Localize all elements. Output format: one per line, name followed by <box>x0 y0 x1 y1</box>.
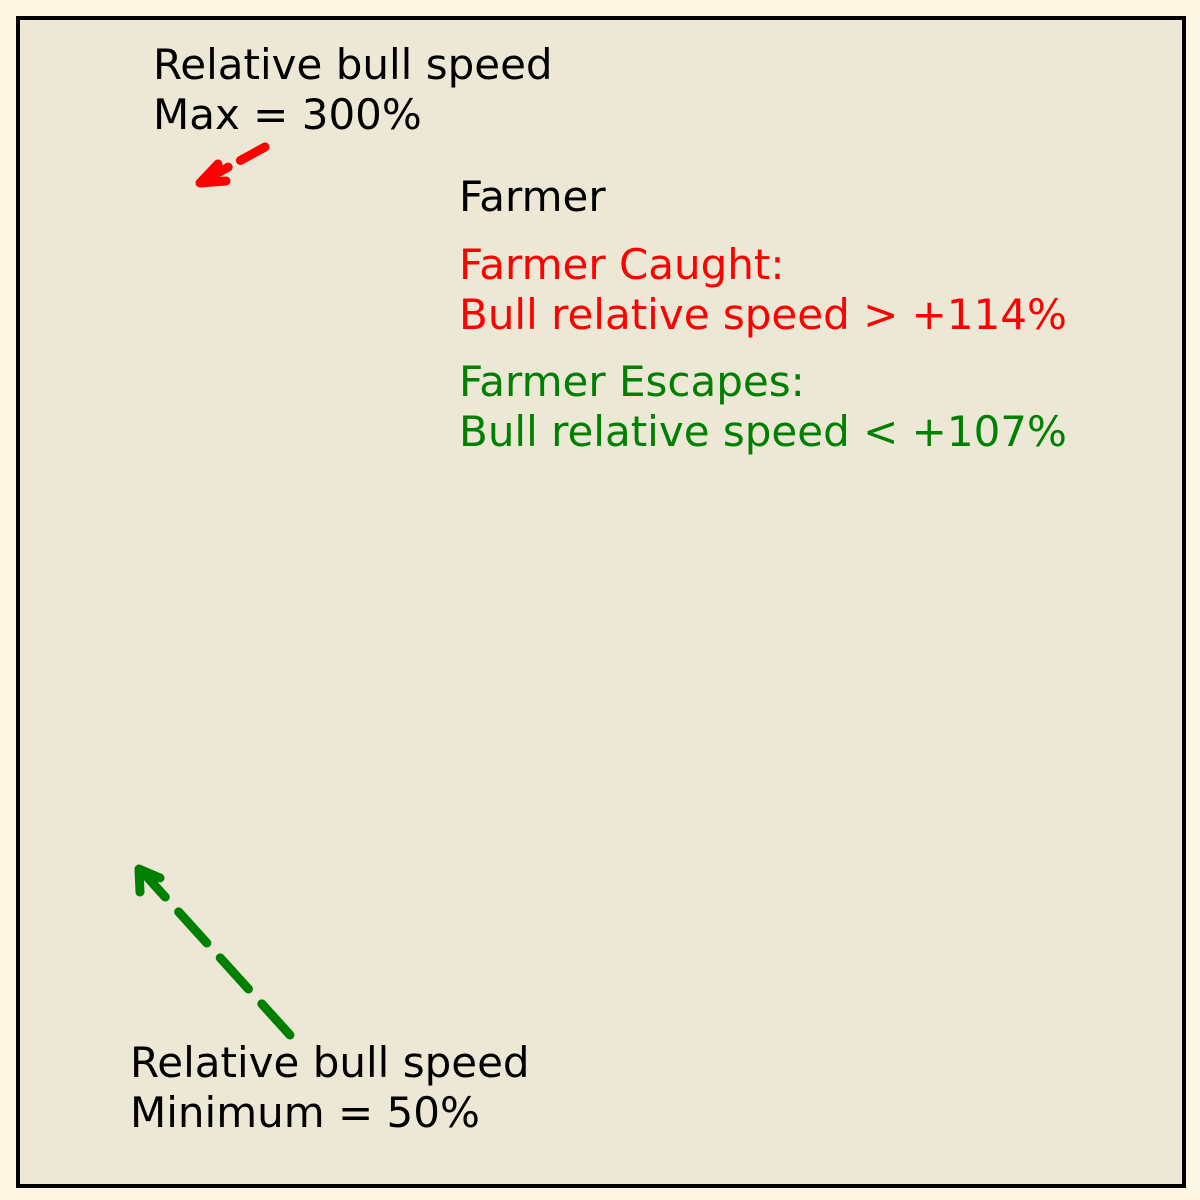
min-speed-note-line2: Minimum = 50% <box>130 1088 480 1137</box>
caught-condition-line2: Bull relative speed > +114% <box>459 290 1067 339</box>
max-speed-note: Relative bull speed Max = 300% <box>153 40 553 140</box>
farmer-label: Farmer <box>459 172 606 221</box>
escape-condition: Farmer Escapes: Bull relative speed < +1… <box>459 357 1067 457</box>
max-speed-note-line2: Max = 300% <box>153 90 422 139</box>
escape-condition-line2: Bull relative speed < +107% <box>459 407 1067 456</box>
caught-condition-line1: Farmer Caught: <box>459 240 785 289</box>
caught-condition: Farmer Caught: Bull relative speed > +11… <box>459 240 1067 340</box>
diagram-frame <box>16 16 1186 1188</box>
max-speed-arrow <box>195 142 270 188</box>
min-speed-note: Relative bull speed Minimum = 50% <box>130 1038 530 1138</box>
escape-condition-line1: Farmer Escapes: <box>459 357 805 406</box>
max-speed-note-line1: Relative bull speed <box>153 40 553 89</box>
min-speed-arrow <box>134 864 295 1040</box>
min-speed-note-line1: Relative bull speed <box>130 1038 530 1087</box>
